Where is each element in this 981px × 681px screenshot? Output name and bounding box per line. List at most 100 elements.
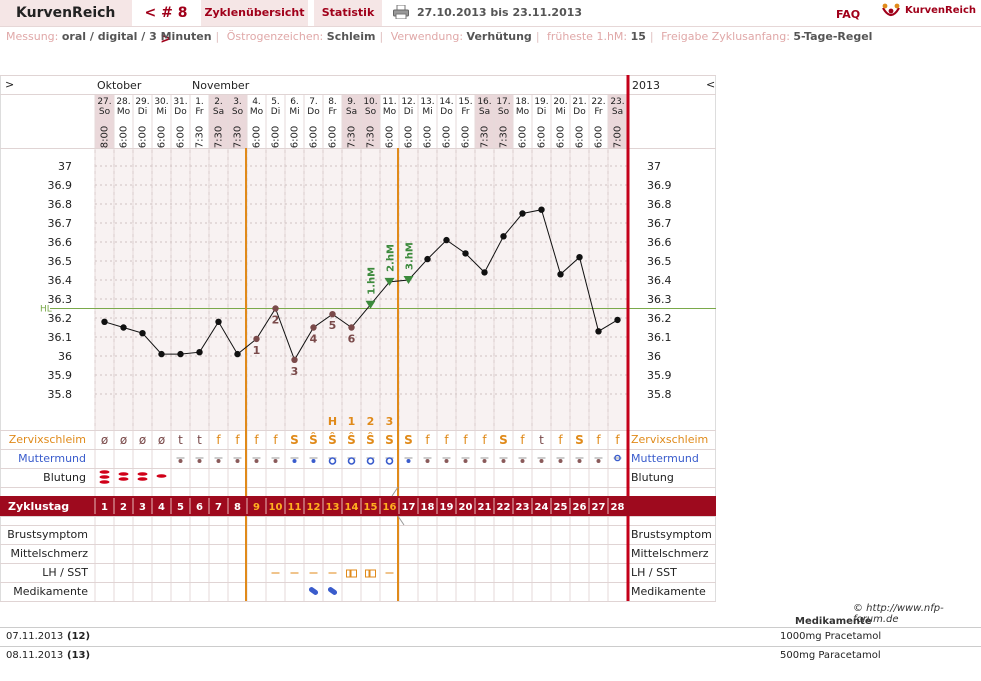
cycle-day-number: 19	[440, 502, 454, 513]
day-date: 23.	[610, 97, 624, 107]
day-time: 6:00	[290, 126, 301, 148]
cycle-day-number: 28	[611, 502, 625, 513]
cervix-symbol	[254, 459, 259, 463]
measurement-value: oral / digital / 3 Minuten	[61, 30, 212, 43]
mucus-symbol: Ŝ	[347, 432, 356, 447]
row-label-meds_label: Medikamente	[13, 585, 88, 598]
bleeding-mark	[137, 472, 148, 476]
peak-marker: 1	[348, 415, 356, 428]
low-temp-label: 3	[291, 365, 299, 378]
y-tick-right: 36.3	[647, 293, 672, 306]
tab-statistics[interactable]: Statistik	[314, 0, 382, 26]
mucus-symbol: f	[216, 433, 221, 447]
weekend-column	[209, 94, 228, 148]
temperature-point	[234, 350, 241, 358]
tab-cycle-overview[interactable]: Zyklenübersicht	[201, 0, 308, 26]
temperature-point	[500, 233, 507, 240]
day-time: 6:00	[157, 126, 168, 148]
release-label: Freigabe Zyklusanfang:	[661, 30, 790, 43]
y-tick-left: 36.4	[48, 274, 73, 287]
printer-icon[interactable]	[393, 5, 409, 19]
cycle-day-number: 26	[573, 502, 587, 513]
medication-pill-icon	[327, 587, 338, 595]
day-date: 3.	[233, 97, 242, 107]
day-weekday: Sa	[213, 107, 224, 117]
temperature-curve	[104, 209, 618, 361]
logo[interactable]: KurvenReich	[880, 2, 980, 24]
cervix-symbol	[482, 459, 487, 463]
day-time: 6:00	[442, 126, 453, 148]
estrogen-value: Schleim	[326, 30, 376, 43]
day-date: 12.	[401, 97, 415, 107]
row-label-cervix-right: Muttermund	[631, 452, 699, 465]
mucus-symbol: ø	[101, 433, 108, 447]
cycle-day-number: 18	[421, 502, 435, 513]
day-time: 6:00	[404, 126, 415, 148]
mucus-symbol: Ŝ	[366, 432, 375, 447]
cycle-day-number: 6	[196, 502, 203, 513]
weekend-column	[342, 94, 361, 148]
settings-info-bar: Messung: oral / digital / 3 Minuten | Öst…	[6, 30, 872, 43]
cycle-day-number: 11	[288, 502, 302, 513]
day-time: 7:30	[233, 126, 244, 148]
medication-cycle-day: (13)	[67, 650, 91, 661]
day-date: 1.	[195, 97, 204, 107]
cycle-navigator[interactable]: < # 8 >	[137, 0, 195, 47]
day-date: 5.	[271, 97, 280, 107]
bleeding-mark	[99, 475, 110, 479]
y-tick-left: 36.7	[48, 217, 73, 230]
bleeding-mark	[156, 474, 167, 478]
mucus-symbol: f	[444, 433, 449, 447]
medication-row: 07.11.2013 (12) 1000mg Pracetamol	[0, 627, 981, 646]
day-time: 7:30	[480, 126, 491, 148]
nav-right-arrow[interactable]: <	[706, 78, 715, 91]
day-time: 6:00	[594, 126, 605, 148]
temperature-point	[576, 254, 583, 261]
separator: |	[649, 30, 654, 43]
y-tick-left: 36.6	[48, 236, 73, 249]
day-weekday: Di	[537, 107, 546, 117]
day-date: 27.	[97, 97, 111, 107]
y-tick-left: 36.9	[48, 179, 73, 192]
day-weekday: Fr	[461, 107, 470, 117]
pill-shape	[308, 587, 319, 595]
day-time: 6:00	[271, 126, 282, 148]
day-weekday: Mi	[289, 107, 299, 117]
temperature-point-high	[403, 276, 414, 284]
day-date: 20.	[553, 97, 567, 107]
day-date: 31.	[173, 97, 187, 107]
day-time: 6:00	[575, 126, 586, 148]
cycle-day-number: 16	[383, 502, 397, 513]
mucus-symbol: f	[558, 433, 563, 447]
day-weekday: Fr	[594, 107, 603, 117]
cervix-symbol	[463, 459, 468, 463]
nav-left-arrow[interactable]: >	[5, 78, 14, 91]
faq-link[interactable]: FAQ	[836, 8, 861, 21]
mucus-symbol: S	[575, 433, 584, 447]
day-date: 30.	[154, 97, 168, 107]
y-tick-left: 36.8	[48, 198, 73, 211]
day-time: 7:30	[214, 126, 225, 148]
day-weekday: Mo	[250, 107, 264, 117]
day-weekday: Sa	[346, 107, 357, 117]
bleeding-mark	[99, 480, 110, 484]
cycle-day-number: 7	[215, 502, 222, 513]
cycle-day-number: 25	[554, 502, 568, 513]
year-label: 2013	[632, 79, 660, 92]
low-temp-label: 4	[310, 333, 318, 346]
y-tick-left: 37	[58, 160, 72, 173]
copyright-text: © http://www.nfp-forum.de	[853, 603, 944, 625]
temperature-point	[329, 311, 336, 318]
day-date: 18.	[515, 97, 529, 107]
month-label: Oktober	[97, 79, 142, 92]
brand-title[interactable]: KurvenReich	[0, 0, 132, 26]
temperature-point	[101, 318, 108, 325]
cervix-symbol	[558, 459, 563, 463]
cervix-open-symbol	[385, 457, 394, 465]
peak-marker: 2	[367, 415, 375, 428]
mucus-symbol: ø	[120, 433, 127, 447]
y-tick-left: 36.3	[48, 293, 73, 306]
day-weekday: Di	[138, 107, 147, 117]
high-temp-label: 2.hM	[386, 244, 397, 272]
